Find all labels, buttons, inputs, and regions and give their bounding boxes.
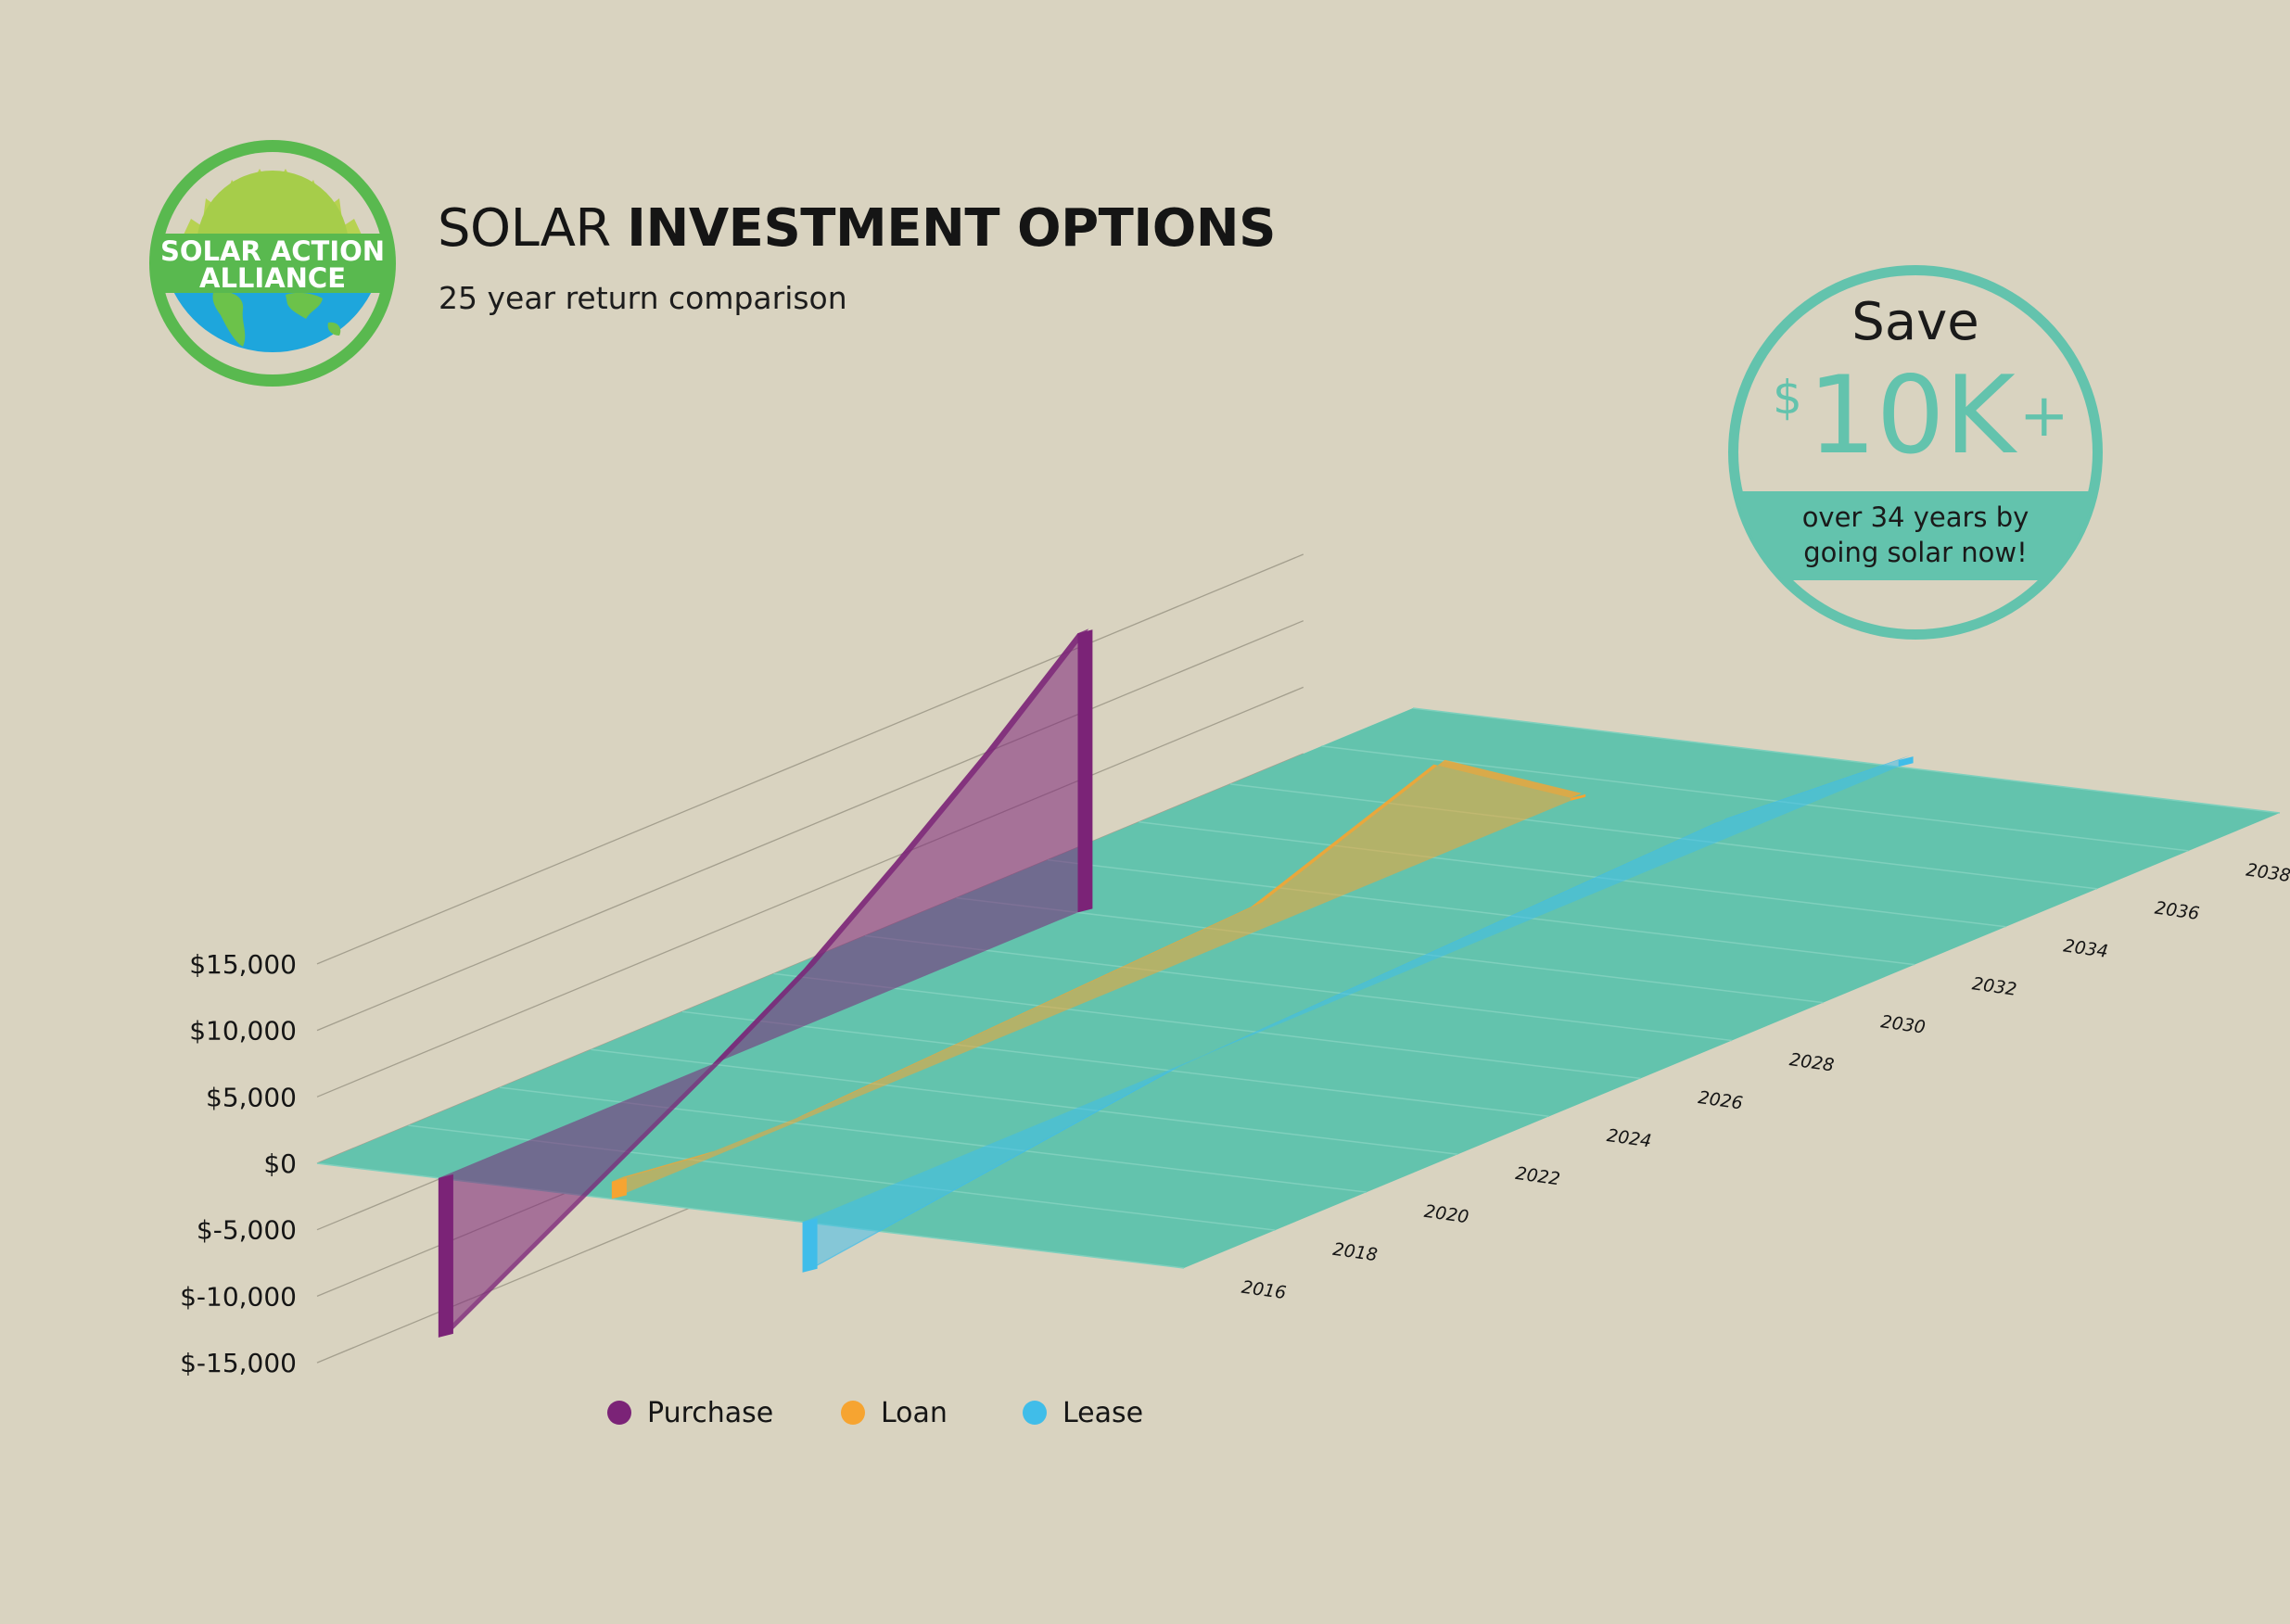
- plane-year-line: [773, 972, 1641, 1080]
- x-tick-label: 2032: [1971, 973, 2018, 1000]
- legend-label-loan: Loan: [881, 1397, 948, 1429]
- plane-year-line: [1229, 783, 2098, 890]
- series-cap-end-lease: [1898, 756, 1914, 768]
- series-cap-end-purchase: [1077, 629, 1093, 913]
- legend-dot-loan: [841, 1401, 865, 1425]
- plane-year-line: [864, 934, 1733, 1042]
- badge-amount: 10K: [1808, 353, 2018, 478]
- x-tick-label: 2038: [2245, 860, 2290, 887]
- sun-icon: [178, 169, 367, 247]
- legend-dot-lease: [1023, 1401, 1047, 1425]
- y-gridline: [316, 553, 1304, 965]
- x-tick-label: 2034: [2062, 935, 2109, 962]
- series-area-purchase: [438, 633, 1078, 1338]
- plane-year-line: [956, 896, 1824, 1004]
- legend-label-purchase: Purchase: [647, 1397, 773, 1429]
- badge-save: Save: [1851, 292, 1978, 352]
- x-tick-label: 2026: [1697, 1087, 1744, 1114]
- y-tick-label: $15,000: [189, 949, 297, 980]
- badge-currency: $: [1773, 371, 1802, 425]
- title-bold: INVESTMENT OPTIONS: [627, 198, 1276, 259]
- earth-icon: [171, 285, 375, 353]
- y-gridline: [316, 620, 1304, 1032]
- x-tick-label: 2036: [2154, 898, 2201, 925]
- y-tick-label: $-15,000: [180, 1348, 297, 1378]
- logo: SOLAR ACTION ALLIANCE: [149, 140, 396, 387]
- series-cap-start-lease: [802, 1218, 818, 1273]
- logo-line1: SOLAR ACTION: [160, 235, 385, 267]
- legend-label-lease: Lease: [1062, 1397, 1143, 1429]
- page-title: SOLAR INVESTMENT OPTIONS: [438, 198, 1276, 259]
- x-tick-label: 2024: [1606, 1125, 1653, 1152]
- series-cap-start-loan: [611, 1177, 627, 1199]
- x-tick-label: 2018: [1331, 1239, 1379, 1266]
- plane-year-line: [681, 1010, 1550, 1118]
- plane-year-line: [1412, 707, 2281, 814]
- savings-badge: Save $ 10K + over 34 years by going sola…: [1728, 265, 2103, 640]
- series-group: [438, 628, 1914, 1338]
- logo-banner: [158, 234, 388, 293]
- badge-plus: +: [2019, 382, 2069, 450]
- badge-line1: over 34 years by: [1802, 501, 2029, 533]
- y-tick-label: $5,000: [206, 1082, 297, 1112]
- series-area-loan: [611, 764, 1571, 1199]
- x-tick-label: 2020: [1423, 1201, 1470, 1228]
- x-tick-label: 2016: [1240, 1277, 1288, 1304]
- x-tick-label: 2028: [1788, 1049, 1836, 1076]
- plane-year-line: [1139, 821, 2006, 928]
- plane-year-line: [1047, 858, 1915, 966]
- y-tick-label: $-10,000: [180, 1281, 297, 1312]
- y-gridline: [316, 686, 1304, 1097]
- plane-year-line: [1321, 745, 2189, 852]
- series-area-lease: [802, 760, 1899, 1273]
- legend: Purchase Loan Lease: [607, 1397, 1143, 1429]
- x-tick-label: 2030: [1879, 1011, 1927, 1038]
- page-subtitle: 25 year return comparison: [439, 280, 847, 316]
- y-axis-labels: $15,000 $10,000 $5,000 $0 $-5,000 $-10,000 $-1…: [180, 949, 297, 1378]
- y-tick-label: $0: [263, 1148, 297, 1179]
- title-light: SOLAR: [438, 198, 611, 259]
- series-cap-end-loan: [1571, 793, 1586, 801]
- y-tick-label: $10,000: [189, 1016, 297, 1047]
- series-cap-start-purchase: [438, 1174, 453, 1338]
- badge-band: [1732, 491, 2099, 580]
- x-tick-label: 2022: [1514, 1163, 1561, 1190]
- badge-line2: going solar now!: [1803, 537, 2028, 568]
- legend-dot-purchase: [607, 1401, 631, 1425]
- plane-year-line: [591, 1048, 1458, 1155]
- logo-line2: ALLIANCE: [199, 262, 346, 294]
- y-tick-label: $-5,000: [197, 1215, 297, 1246]
